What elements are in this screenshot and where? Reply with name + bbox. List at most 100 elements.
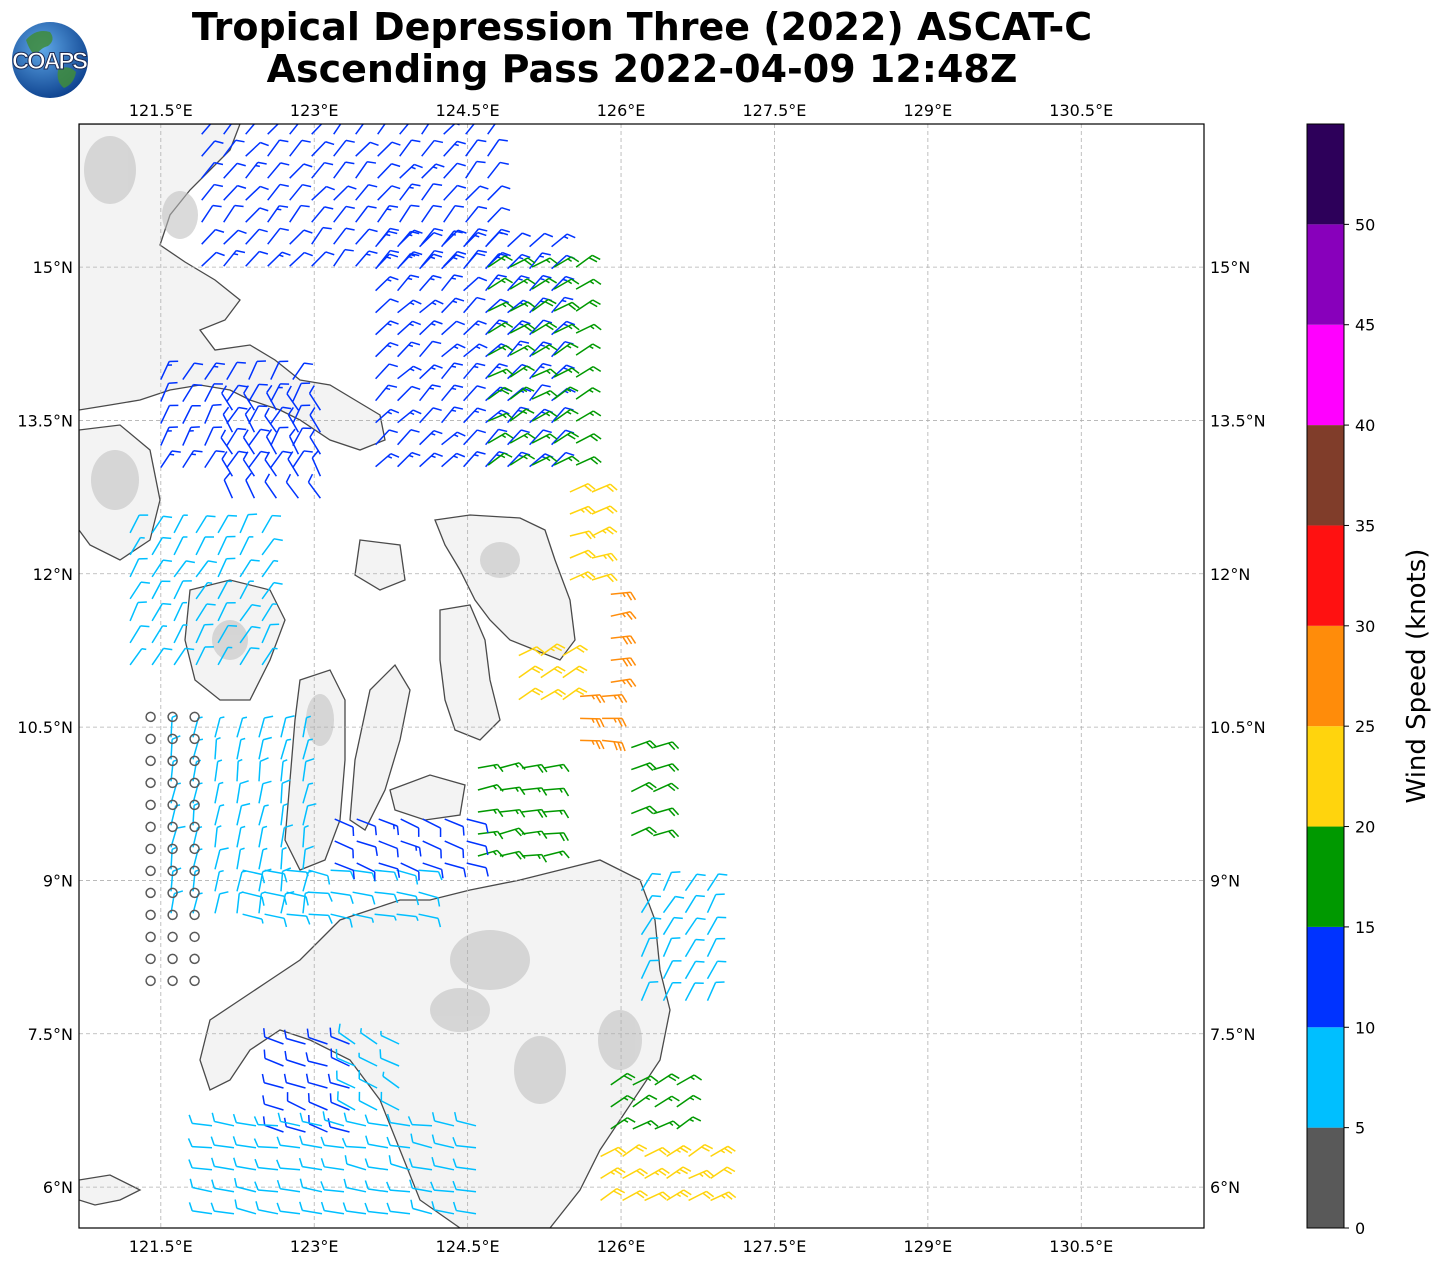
wind-barb — [662, 895, 685, 914]
wind-barb — [217, 580, 232, 600]
wind-barb — [465, 160, 486, 179]
wind-barb — [622, 1168, 648, 1180]
wind-barb — [640, 981, 659, 1001]
colorbar-bin — [1307, 1027, 1344, 1128]
wind-barb — [553, 323, 580, 334]
wind-barb — [509, 386, 535, 400]
wind-barb — [311, 251, 335, 267]
wind-barb — [239, 625, 261, 644]
wind-barb — [463, 276, 488, 292]
wind-barb — [189, 931, 200, 943]
wind-barb — [248, 428, 270, 447]
wind-barb — [182, 362, 204, 381]
wind-barb — [195, 581, 213, 600]
wind-barb — [258, 715, 274, 738]
wind-barb — [214, 716, 225, 738]
wind-barb — [263, 1049, 284, 1067]
wind-barb — [223, 229, 247, 245]
wind-barb — [419, 364, 443, 380]
wind-barb — [299, 1178, 323, 1193]
colorbar-bin — [1307, 425, 1344, 526]
wind-barb — [396, 913, 419, 922]
wind-barb — [145, 843, 156, 855]
wind-barb — [239, 647, 260, 666]
colorbar-bin — [1307, 525, 1344, 626]
wind-barb — [302, 845, 314, 870]
map-frame — [78, 123, 1205, 1229]
lon-tick-label: 126°E — [597, 1237, 646, 1256]
wind-barb — [334, 840, 355, 859]
wind-barb — [305, 1052, 328, 1067]
wind-barb — [292, 427, 312, 446]
wind-barb — [302, 715, 312, 738]
wind-barb — [264, 891, 288, 906]
wind-barb — [408, 1158, 433, 1171]
wind-barb — [189, 777, 200, 789]
colorbar-bin — [1307, 625, 1344, 727]
wind-barb — [333, 185, 357, 201]
wind-barb — [441, 274, 463, 292]
wind-barb — [167, 733, 178, 745]
colorbar-label: Wind Speed (knots) — [1402, 549, 1432, 804]
wind-barb — [463, 320, 487, 336]
wind-barb — [267, 162, 290, 179]
wind-barb — [201, 204, 222, 223]
wind-barb — [399, 124, 414, 135]
wind-barb — [507, 429, 530, 446]
wind-barb — [151, 602, 172, 622]
colorbar-tick-label: 30 — [1355, 617, 1375, 636]
lon-tick-label: 124.5°E — [436, 1237, 500, 1256]
wind-barb — [499, 786, 526, 796]
wind-barb — [261, 581, 283, 600]
wind-barb — [575, 254, 601, 268]
wind-barb — [151, 647, 173, 666]
wind-barb — [706, 916, 727, 936]
wind-barb — [441, 384, 464, 402]
wind-barb — [553, 256, 580, 268]
wind-barb — [591, 483, 618, 493]
wind-barb — [509, 278, 536, 290]
wind-barb — [443, 140, 466, 157]
wind-barb — [253, 1116, 279, 1127]
wind-barb — [267, 227, 289, 245]
wind-barb — [630, 781, 657, 793]
wind-barb — [220, 429, 234, 455]
wind-barb — [543, 787, 570, 797]
wind-barb — [288, 428, 300, 455]
wind-barb — [217, 601, 236, 622]
coaps-logo: COAPS — [12, 22, 89, 98]
wind-barb — [248, 360, 266, 380]
wind-barb — [418, 913, 442, 928]
lat-tick-label: 12°N — [33, 565, 73, 584]
wind-barb — [356, 818, 377, 836]
wind-barb — [129, 581, 150, 600]
wind-barb — [167, 887, 178, 899]
wind-barb — [441, 406, 464, 424]
wind-barb — [145, 931, 156, 943]
wind-barb — [217, 646, 233, 666]
wind-barb — [223, 204, 244, 223]
wind-barb — [210, 1202, 235, 1215]
wind-barb — [356, 840, 379, 856]
wind-barb — [610, 1094, 636, 1108]
wind-barb — [666, 1145, 692, 1158]
wind-barb — [531, 368, 558, 378]
wind-barb — [543, 763, 570, 773]
wind-barb — [364, 1180, 389, 1193]
title-line-1: Tropical Depression Three (2022) ASCAT-C — [191, 5, 1093, 49]
wind-barb — [531, 257, 558, 268]
wind-barb — [421, 204, 442, 223]
terrain-shading — [84, 136, 642, 1104]
wind-barb — [302, 803, 317, 826]
wind-barb — [289, 183, 312, 201]
wind-barb — [330, 891, 354, 905]
wind-barb — [441, 431, 466, 446]
wind-barb — [221, 451, 234, 477]
palawan-tip — [79, 1174, 142, 1206]
colorbar-tick-labels: 0 5 10 15 20 25 30 35 40 45 50 — [1344, 215, 1375, 1238]
wind-barb — [245, 161, 267, 179]
wind-barb — [418, 869, 443, 881]
wind-barb — [201, 251, 225, 267]
wind-barb — [553, 342, 579, 356]
wind-barb — [355, 184, 378, 201]
